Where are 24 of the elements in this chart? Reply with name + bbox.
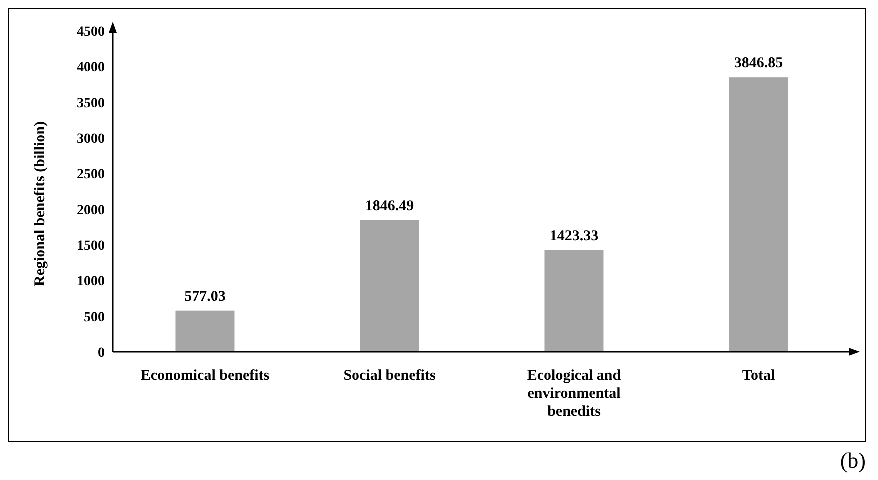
y-tick-label: 4000: [77, 60, 105, 76]
y-tick-label: 3000: [77, 132, 105, 147]
x-tick-label: Social benefits: [344, 368, 436, 384]
data-label: 3846.85: [734, 56, 784, 72]
data-label: 577.03: [184, 288, 226, 305]
y-tick-label: 1500: [77, 238, 105, 254]
y-tick-label: 4500: [77, 24, 105, 40]
y-tick-label: 3500: [77, 96, 105, 112]
bar: [729, 78, 788, 352]
y-tick-label: 2500: [77, 168, 105, 183]
x-tick-label: Ecological and environmental benedits: [527, 368, 622, 420]
bar: [176, 310, 235, 352]
y-tick-label: 1000: [77, 274, 105, 290]
bar: [360, 220, 420, 352]
x-tick-label: Total: [742, 368, 776, 384]
bar: [544, 250, 604, 352]
y-tick-label: 500: [84, 310, 105, 326]
data-label: 1846.49: [365, 198, 414, 214]
y-axis-title: Regional benefits (billion): [32, 121, 48, 286]
y-tick-label: 0: [98, 346, 105, 361]
x-tick-label: Economical benefits: [140, 368, 270, 384]
data-label: 1423.33: [550, 228, 599, 244]
y-tick-label: 2000: [77, 203, 105, 218]
text: (b): [840, 448, 866, 474]
